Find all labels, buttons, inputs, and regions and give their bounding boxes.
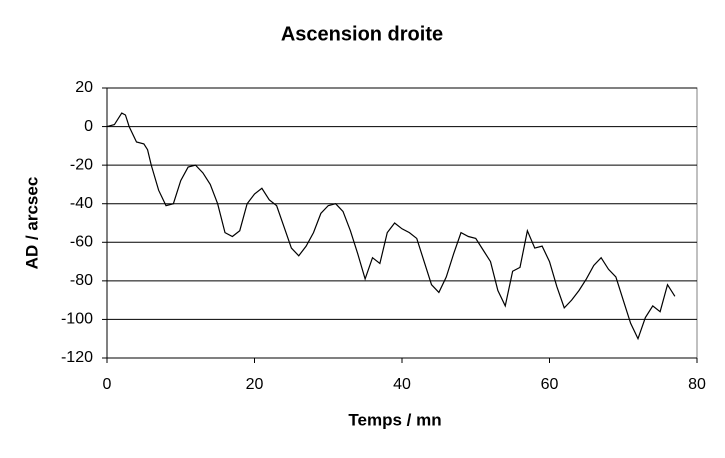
y-tick-label: -40 <box>70 195 93 212</box>
y-axis-label: AD / arcsec <box>22 177 41 270</box>
y-tick-label: 20 <box>75 79 93 96</box>
y-tick-label: -80 <box>70 272 93 289</box>
y-tick-label: -20 <box>70 156 93 173</box>
y-tick-label: 0 <box>84 118 93 135</box>
x-tick-label: 0 <box>103 376 112 393</box>
x-tick-label: 60 <box>541 376 559 393</box>
y-tick-label: -120 <box>61 349 93 366</box>
x-tick-label: 20 <box>246 376 264 393</box>
x-tick-label: 40 <box>393 376 411 393</box>
chart-title: Ascension droite <box>281 23 443 45</box>
y-tick-label: -100 <box>61 311 93 328</box>
x-axis-label: Temps / mn <box>348 410 441 429</box>
y-tick-label: -60 <box>70 234 93 251</box>
data-line <box>106 112 676 341</box>
x-tick-label: 80 <box>688 376 706 393</box>
